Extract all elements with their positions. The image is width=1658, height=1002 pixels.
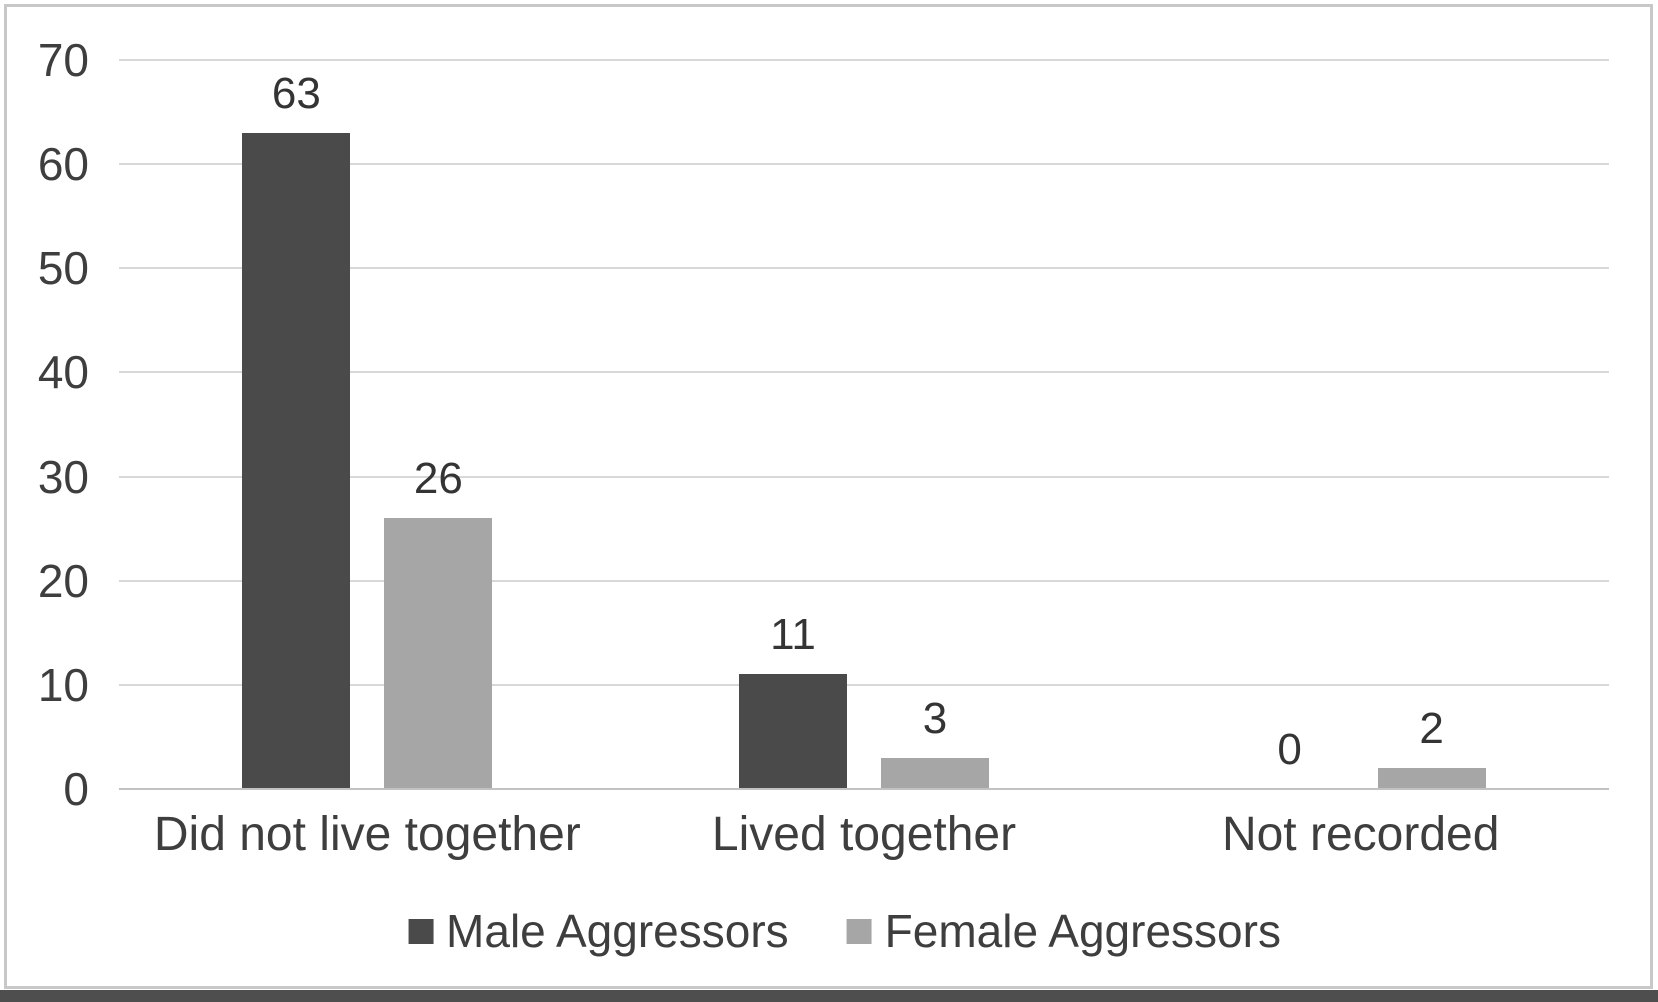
y-tick-label-20: 20 [37, 554, 89, 607]
value-label-female-aggressors-not-recorded: 2 [1419, 704, 1444, 754]
x-axis-line [119, 788, 1609, 790]
gridline-10 [119, 683, 1609, 686]
y-axis: 0 10 20 30 40 50 60 70 [7, 34, 89, 815]
bar-female-aggressors-not-recorded [1377, 768, 1486, 789]
y-tick-label-50: 50 [37, 242, 89, 295]
chart-frame: 0 10 20 30 40 50 60 70 63 26 11 3 0 2 Did not live t… [4, 4, 1653, 989]
gridline-70 [119, 59, 1609, 61]
bar-slot-male-aggressors-did-not-live-together: 63 [242, 60, 351, 789]
bar-slot-female-aggressors-not-recorded: 2 [1377, 60, 1486, 789]
value-label-female-aggressors-did-not-live-together: 26 [413, 454, 463, 504]
y-tick-label-70: 70 [37, 34, 89, 86]
legend-swatch-icon-female-aggressors [846, 918, 872, 944]
bar-slot-female-aggressors-lived-together: 3 [881, 60, 989, 789]
category-label-did-not-live-together: Did not live together [153, 808, 581, 861]
legend-item-male-aggressors: Male Aggressors [408, 903, 789, 959]
value-label-male-aggressors-did-not-live-together: 63 [271, 68, 321, 118]
legend-label-male-aggressors: Male Aggressors [446, 905, 789, 957]
y-tick-label-60: 60 [37, 138, 89, 191]
legend-label-female-aggressors: Female Aggressors [884, 905, 1281, 957]
legend: Male Aggressors Female Aggressors [408, 903, 1281, 959]
legend-swatch-icon-male-aggressors [408, 918, 434, 944]
bar-group-lived-together: 11 3 [616, 60, 1113, 789]
bar-slot-male-aggressors-lived-together: 11 [739, 60, 847, 789]
bar-female-aggressors-did-not-live-together [384, 518, 493, 789]
y-tick-label-10: 10 [37, 658, 89, 711]
value-label-male-aggressors-not-recorded: 0 [1277, 725, 1302, 774]
bar-slot-female-aggressors-did-not-live-together: 26 [384, 60, 493, 789]
category-label-lived-together: Lived together [711, 808, 1017, 861]
gridline-40 [119, 371, 1609, 374]
category-label-not-recorded: Not recorded [1221, 808, 1500, 861]
bar-male-aggressors-lived-together [739, 674, 847, 789]
y-tick-label-0: 0 [63, 763, 89, 815]
bar-slot-male-aggressors-not-recorded: 0 [1236, 60, 1344, 789]
bar-male-aggressors-did-not-live-together [242, 132, 351, 789]
plot-area: 63 26 11 3 0 2 [119, 59, 1609, 790]
bar-groups: 63 26 11 3 0 2 [119, 60, 1609, 789]
y-tick-label-30: 30 [37, 450, 89, 503]
gridline-50 [119, 267, 1609, 270]
gridline-20 [119, 579, 1609, 582]
bar-group-did-not-live-together: 63 26 [119, 60, 616, 789]
gridline-60 [119, 163, 1609, 166]
cropped-content-strip [0, 990, 1658, 1002]
value-label-female-aggressors-lived-together: 3 [922, 693, 948, 743]
y-tick-label-40: 40 [37, 346, 89, 399]
legend-item-female-aggressors: Female Aggressors [846, 903, 1281, 959]
gridline-30 [119, 475, 1609, 478]
value-label-male-aggressors-lived-together: 11 [770, 610, 816, 660]
category-axis: Did not live together Lived together Not r… [119, 807, 1609, 863]
bar-female-aggressors-lived-together [881, 757, 989, 789]
